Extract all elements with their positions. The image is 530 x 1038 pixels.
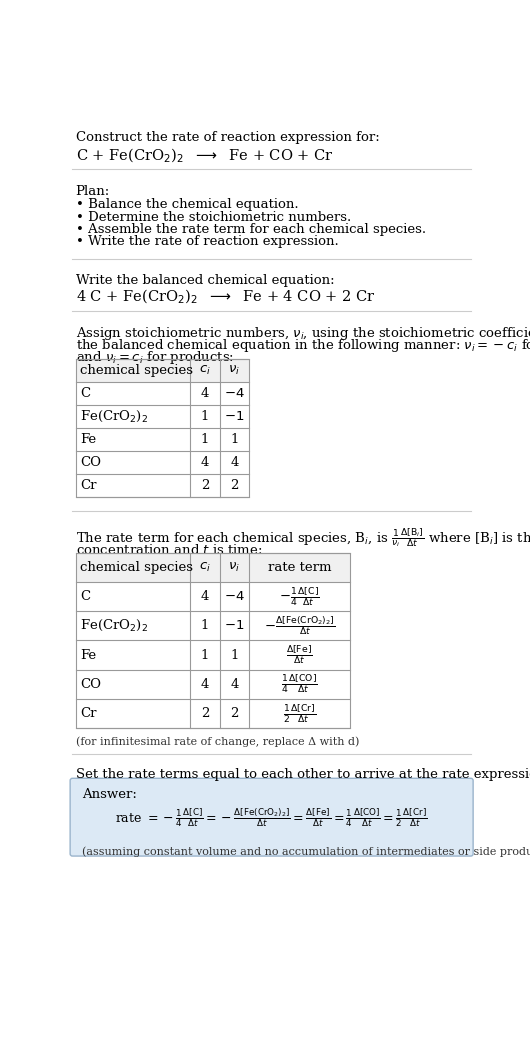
Text: 2: 2 <box>230 707 239 720</box>
Bar <box>76 552 350 729</box>
Text: 4: 4 <box>230 456 239 469</box>
Text: 4: 4 <box>230 678 239 691</box>
Text: $-4$: $-4$ <box>224 590 245 603</box>
Text: • Determine the stoichiometric numbers.: • Determine the stoichiometric numbers. <box>76 211 351 224</box>
Text: $\frac{1}{4}\frac{\Delta[\mathrm{CO}]}{\Delta t}$: $\frac{1}{4}\frac{\Delta[\mathrm{CO}]}{\… <box>281 674 318 695</box>
Text: (for infinitesimal rate of change, replace Δ with d): (for infinitesimal rate of change, repla… <box>76 736 359 746</box>
Text: rate term: rate term <box>268 561 331 574</box>
Text: • Balance the chemical equation.: • Balance the chemical equation. <box>76 198 298 212</box>
Text: the balanced chemical equation in the following manner: $\nu_i = -c_i$ for react: the balanced chemical equation in the fo… <box>76 337 530 354</box>
Text: $\frac{\Delta[\mathrm{Fe}]}{\Delta t}$: $\frac{\Delta[\mathrm{Fe}]}{\Delta t}$ <box>286 644 313 666</box>
Text: Set the rate terms equal to each other to arrive at the rate expression:: Set the rate terms equal to each other t… <box>76 768 530 782</box>
Text: chemical species: chemical species <box>80 561 193 574</box>
Text: Fe(CrO$_2$)$_2$: Fe(CrO$_2$)$_2$ <box>80 619 148 633</box>
Text: rate $= -\frac{1}{4}\frac{\Delta[\mathrm{C}]}{\Delta t} = -\frac{\Delta[\mathrm{: rate $= -\frac{1}{4}\frac{\Delta[\mathrm… <box>116 807 428 829</box>
Text: Assign stoichiometric numbers, $\nu_i$, using the stoichiometric coefficients, $: Assign stoichiometric numbers, $\nu_i$, … <box>76 325 530 342</box>
Text: C: C <box>80 387 90 400</box>
Text: 4: 4 <box>201 387 209 400</box>
Text: $\nu_i$: $\nu_i$ <box>228 363 241 377</box>
Text: 4: 4 <box>201 456 209 469</box>
Text: Answer:: Answer: <box>82 788 137 801</box>
Text: CO: CO <box>80 678 101 691</box>
Text: 1: 1 <box>201 410 209 422</box>
Text: $c_i$: $c_i$ <box>199 561 211 574</box>
Text: C: C <box>80 590 90 603</box>
Text: 2: 2 <box>230 480 239 492</box>
Bar <box>76 552 350 582</box>
Text: CO: CO <box>80 456 101 469</box>
Text: Cr: Cr <box>80 707 96 720</box>
Text: $-1$: $-1$ <box>224 620 245 632</box>
Text: Fe: Fe <box>80 649 96 661</box>
Text: The rate term for each chemical species, B$_i$, is $\frac{1}{\nu_i}\frac{\Delta[: The rate term for each chemical species,… <box>76 526 530 549</box>
FancyBboxPatch shape <box>70 778 473 856</box>
Text: Plan:: Plan: <box>76 185 110 197</box>
Text: Write the balanced chemical equation:: Write the balanced chemical equation: <box>76 274 334 286</box>
Text: $\nu_i$: $\nu_i$ <box>228 561 241 574</box>
Text: $-4$: $-4$ <box>224 387 245 400</box>
Text: $-1$: $-1$ <box>224 410 245 422</box>
Text: 2: 2 <box>201 480 209 492</box>
Text: Construct the rate of reaction expression for:: Construct the rate of reaction expressio… <box>76 131 379 143</box>
Text: 1: 1 <box>230 649 239 661</box>
Text: 1: 1 <box>201 649 209 661</box>
Text: 1: 1 <box>230 433 239 446</box>
Text: 1: 1 <box>201 433 209 446</box>
Text: C + Fe(CrO$_2$)$_2$  $\longrightarrow$  Fe + CO + Cr: C + Fe(CrO$_2$)$_2$ $\longrightarrow$ Fe… <box>76 146 333 164</box>
Text: Fe: Fe <box>80 433 96 446</box>
Text: $c_i$: $c_i$ <box>199 363 211 377</box>
Text: Cr: Cr <box>80 480 96 492</box>
Text: concentration and $t$ is time:: concentration and $t$ is time: <box>76 544 262 557</box>
Text: $-\frac{1}{4}\frac{\Delta[\mathrm{C}]}{\Delta t}$: $-\frac{1}{4}\frac{\Delta[\mathrm{C}]}{\… <box>279 585 320 607</box>
Text: $\frac{1}{2}\frac{\Delta[\mathrm{Cr}]}{\Delta t}$: $\frac{1}{2}\frac{\Delta[\mathrm{Cr}]}{\… <box>283 703 316 725</box>
Text: 4 C + Fe(CrO$_2$)$_2$  $\longrightarrow$  Fe + 4 CO + 2 Cr: 4 C + Fe(CrO$_2$)$_2$ $\longrightarrow$ … <box>76 288 375 306</box>
Text: 4: 4 <box>201 590 209 603</box>
Text: • Assemble the rate term for each chemical species.: • Assemble the rate term for each chemic… <box>76 223 426 236</box>
Bar <box>76 359 249 382</box>
Text: Fe(CrO$_2$)$_2$: Fe(CrO$_2$)$_2$ <box>80 409 148 424</box>
Bar <box>76 359 249 497</box>
Text: chemical species: chemical species <box>80 363 193 377</box>
Text: and $\nu_i = c_i$ for products:: and $\nu_i = c_i$ for products: <box>76 350 234 366</box>
Text: (assuming constant volume and no accumulation of intermediates or side products): (assuming constant volume and no accumul… <box>82 846 530 856</box>
Text: 1: 1 <box>201 620 209 632</box>
Text: • Write the rate of reaction expression.: • Write the rate of reaction expression. <box>76 236 338 248</box>
Text: $-\frac{\Delta[\mathrm{Fe(CrO_2)_2}]}{\Delta t}$: $-\frac{\Delta[\mathrm{Fe(CrO_2)_2}]}{\D… <box>264 614 335 637</box>
Text: 2: 2 <box>201 707 209 720</box>
Text: 4: 4 <box>201 678 209 691</box>
